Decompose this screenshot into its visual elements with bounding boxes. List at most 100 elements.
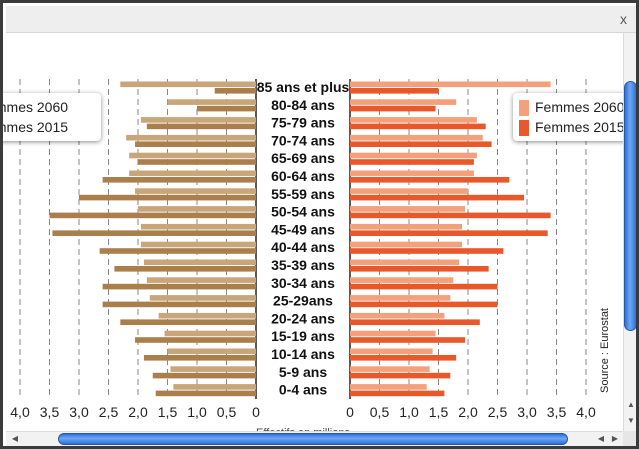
x-tick-label-left: 0,5: [217, 404, 237, 420]
bar-hommes-2015: [120, 319, 256, 325]
bar-hommes-2060: [140, 241, 256, 248]
age-group-label: 20-24 ans: [271, 310, 335, 326]
bar-femmes-2015: [350, 177, 510, 183]
bar-hommes-2015: [143, 355, 256, 361]
x-tick-label-left: 3,0: [69, 404, 89, 420]
bar-hommes-2060: [170, 366, 256, 372]
bar-hommes-2060: [158, 312, 256, 319]
age-group-label: 0-4 ans: [279, 382, 327, 398]
bar-femmes-2060: [350, 81, 551, 88]
scroll-up-arrow-icon[interactable]: ▲: [627, 400, 635, 409]
age-group-label: 25-29ans: [273, 293, 333, 309]
bar-femmes-2015: [350, 105, 436, 112]
age-group-label: 10-14 ans: [271, 346, 335, 362]
age-group-label: 35-39 ans: [271, 257, 335, 273]
bar-femmes-2060: [350, 99, 457, 105]
title-bar: x: [6, 6, 636, 33]
bar-femmes-2060: [350, 223, 463, 230]
bar-hommes-2060: [146, 277, 256, 283]
x-tick-label-right: 4,0: [576, 404, 596, 420]
x-tick-label-right: 3,5: [547, 404, 567, 420]
legend-item-hommes-2015: Hommes 2015: [3, 118, 69, 136]
bar-hommes-2060: [143, 259, 256, 266]
bar-femmes-2060: [350, 384, 427, 390]
bar-femmes-2060: [350, 206, 466, 212]
bar-femmes-2015: [350, 319, 480, 325]
bar-femmes-2015: [350, 283, 498, 290]
bar-hommes-2015: [99, 248, 257, 254]
bar-hommes-2060: [126, 134, 256, 141]
bar-hommes-2015: [102, 283, 256, 290]
bar-hommes-2060: [140, 223, 256, 230]
bar-hommes-2015: [138, 159, 256, 165]
age-group-label: 70-74 ans: [271, 132, 335, 148]
x-tick-label-left: 1,0: [187, 404, 207, 420]
bar-hommes-2060: [164, 330, 256, 337]
legend-item-hommes-2060: Hommes 2060: [3, 98, 68, 116]
age-group-label: 30-34 ans: [271, 275, 335, 291]
legend-swatch-femmes-2015: [519, 120, 529, 137]
x-tick-label-left: 2,5: [99, 404, 119, 420]
close-icon[interactable]: x: [620, 11, 627, 27]
bar-femmes-2015: [350, 212, 551, 219]
bar-femmes-2015: [350, 194, 525, 201]
scroll-down-arrow-icon[interactable]: ▼: [627, 416, 635, 425]
bar-hommes-2015: [197, 105, 256, 112]
bar-hommes-2060: [120, 81, 256, 88]
vertical-scrollbar-thumb[interactable]: [624, 81, 636, 331]
bar-femmes-2060: [350, 277, 454, 283]
bar-femmes-2015: [350, 390, 445, 397]
bar-hommes-2060: [167, 99, 256, 105]
bar-femmes-2015: [350, 355, 457, 361]
bar-femmes-2060: [350, 259, 460, 266]
x-tick-label-right: 0: [346, 404, 354, 420]
x-tick-label-left: 4,0: [10, 404, 30, 420]
bar-hommes-2015: [146, 123, 256, 130]
x-tick-label-left: 3,5: [40, 404, 60, 420]
x-tick-label-left: 2,0: [128, 404, 148, 420]
bar-femmes-2060: [350, 134, 483, 141]
horizontal-scrollbar-thumb[interactable]: [58, 433, 568, 445]
x-tick-label-right: 2,0: [458, 404, 478, 420]
x-tick-label-right: 1,5: [429, 404, 449, 420]
age-group-label: 45-49 ans: [271, 221, 335, 237]
legend-item-femmes-2060: Femmes 2060: [519, 98, 624, 117]
bar-femmes-2015: [350, 248, 504, 254]
x-tick-label-right: 0,5: [370, 404, 390, 420]
bar-femmes-2060: [350, 170, 474, 177]
bar-femmes-2015: [350, 372, 451, 379]
scroll-left-arrow-icon[interactable]: ◀: [597, 434, 605, 443]
scroll-right-arrow-icon[interactable]: ▶: [611, 434, 619, 443]
legend-swatch-femmes-2060: [519, 100, 529, 117]
source-note: Source : Eurostat: [599, 308, 611, 393]
age-group-label: 80-84 ans: [271, 97, 335, 113]
bar-hommes-2060: [149, 295, 256, 301]
age-group-label: 50-54 ans: [271, 204, 335, 220]
legend-label-hommes-2015: Hommes 2015: [3, 119, 69, 135]
bar-hommes-2015: [102, 177, 256, 183]
bar-hommes-2060: [129, 170, 256, 177]
bar-hommes-2015: [214, 88, 256, 94]
bar-femmes-2015: [350, 337, 466, 343]
bar-hommes-2060: [138, 206, 256, 212]
bar-femmes-2060: [350, 241, 463, 248]
bar-femmes-2060: [350, 188, 468, 194]
bar-femmes-2060: [350, 117, 477, 123]
bar-femmes-2060: [350, 330, 436, 337]
scrollbar-corner: [623, 431, 636, 446]
bar-hommes-2015: [79, 194, 256, 201]
bar-hommes-2060: [140, 117, 256, 123]
bar-femmes-2015: [350, 230, 548, 236]
bar-hommes-2015: [135, 337, 256, 343]
bar-hommes-2015: [52, 230, 257, 236]
bar-femmes-2060: [350, 348, 433, 355]
bar-hommes-2015: [155, 390, 256, 397]
bar-hommes-2060: [173, 384, 256, 390]
scroll-left-end-arrow-icon[interactable]: ◀: [11, 434, 19, 443]
bar-femmes-2015: [350, 301, 498, 308]
age-group-label: 5-9 ans: [279, 364, 327, 380]
age-group-label: 85 ans et plus: [257, 79, 350, 95]
legend-femmes: Femmes 2060 Femmes 2015: [513, 93, 629, 141]
bar-hommes-2060: [135, 188, 256, 194]
